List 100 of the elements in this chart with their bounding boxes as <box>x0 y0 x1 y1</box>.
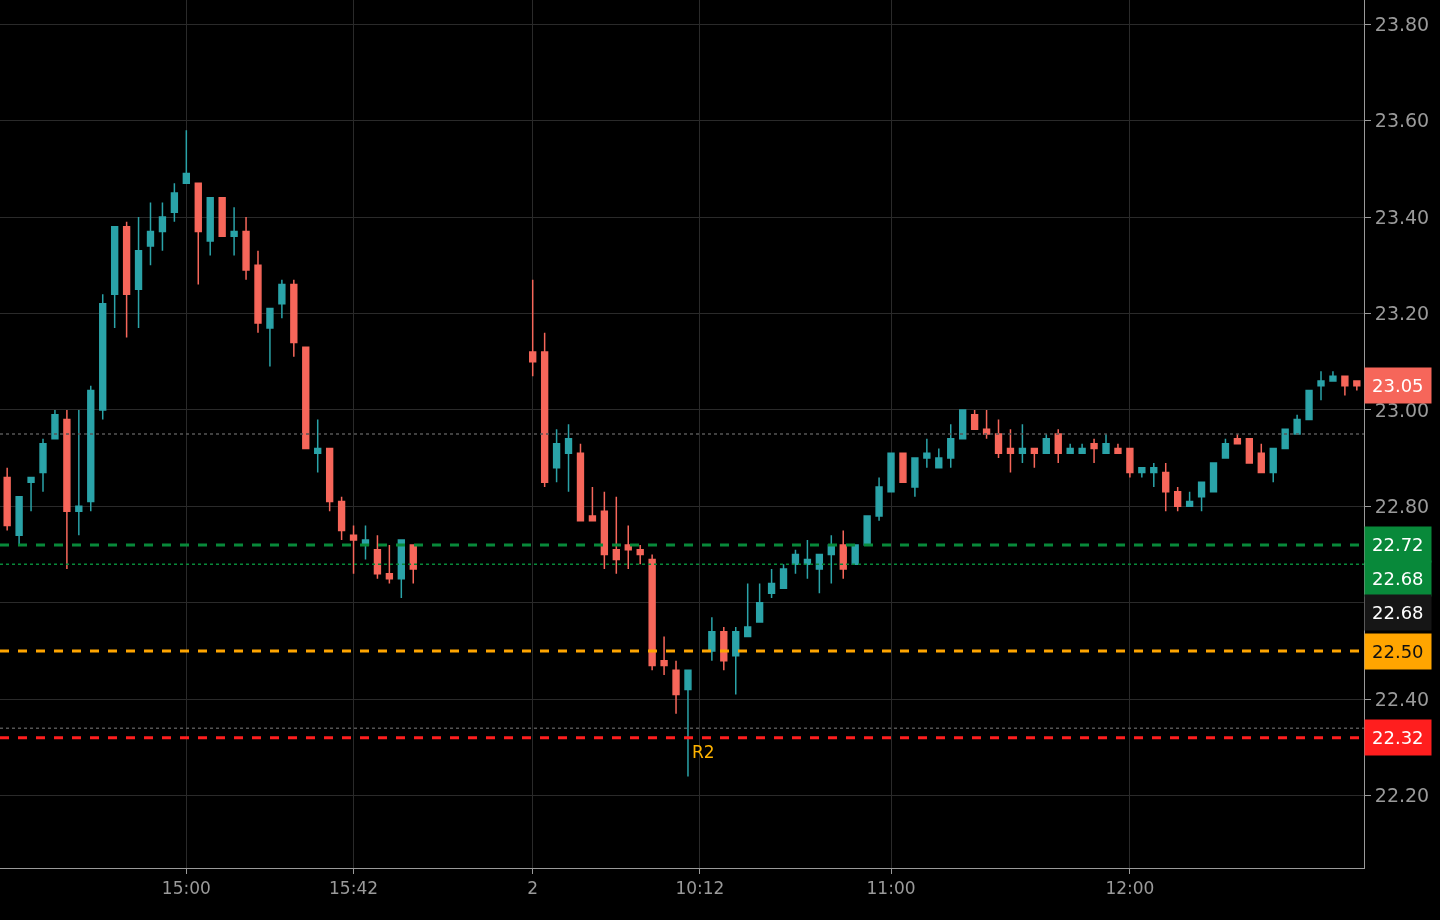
candlestick <box>1209 462 1218 493</box>
candlestick <box>194 182 202 286</box>
candlestick <box>1126 447 1134 479</box>
candlestick <box>648 553 656 672</box>
candlestick <box>134 216 143 329</box>
candlestick <box>612 495 620 575</box>
candlestick <box>242 216 250 281</box>
candlestick <box>87 385 95 512</box>
ref-line-label: 22.50 <box>1372 641 1424 662</box>
candlestick <box>302 346 310 450</box>
y-tick-label: 23.80 <box>1374 12 1430 35</box>
candlestick <box>254 250 262 334</box>
candlestick <box>278 278 286 320</box>
candlestick <box>266 307 274 368</box>
candlestick <box>1257 442 1265 474</box>
candlestick <box>337 495 346 541</box>
candlestick <box>1221 438 1230 459</box>
candlestick <box>970 409 979 430</box>
candlestick <box>122 221 131 339</box>
candlestick <box>994 418 1003 459</box>
candlestick <box>349 524 358 575</box>
candlestick <box>660 635 668 676</box>
candlestick <box>899 452 907 483</box>
candlestick <box>1341 375 1349 397</box>
x-tick-label: 10:12 <box>675 878 725 899</box>
candlestick <box>1078 442 1086 455</box>
candlestick <box>182 129 190 184</box>
y-tick-label: 23.20 <box>1374 302 1430 325</box>
candlestick <box>1293 413 1301 435</box>
candlestick <box>99 293 107 421</box>
x-tick-label: 12:00 <box>1105 878 1155 899</box>
candlestick <box>1269 447 1277 483</box>
ref-line-label: 22.72 <box>1372 534 1424 555</box>
candlestick <box>982 409 991 440</box>
candlestick <box>290 278 298 358</box>
candlestick <box>230 206 238 257</box>
candlestick <box>911 457 919 498</box>
candlestick <box>1006 428 1015 474</box>
ref-line-label: 22.32 <box>1372 727 1424 748</box>
candlestick <box>1090 438 1098 464</box>
candlestick <box>887 452 895 493</box>
text: 22.68 <box>1372 602 1424 623</box>
candlestick <box>1018 423 1027 464</box>
candlestick <box>576 442 585 522</box>
candlestick <box>1054 428 1062 464</box>
candlestick <box>110 225 119 329</box>
ref-line-label: 22.68 <box>1372 568 1424 589</box>
candlestick <box>744 582 752 638</box>
x-tick-label: 11:00 <box>866 878 916 899</box>
text: 23.05 <box>1372 375 1424 396</box>
candlestick <box>923 438 931 469</box>
y-tick-label: 22.20 <box>1374 784 1430 807</box>
candlestick <box>1317 370 1325 401</box>
candlestick <box>779 563 788 590</box>
candlestick <box>540 331 549 488</box>
y-tick-label: 23.40 <box>1374 205 1430 228</box>
candlestick <box>1281 428 1289 450</box>
candlestick <box>1030 447 1039 469</box>
candlestick <box>1305 389 1313 421</box>
y-tick-label: 22.80 <box>1374 494 1430 517</box>
candlestick <box>636 544 644 565</box>
candlestick <box>720 626 728 672</box>
candlestick <box>1138 467 1146 479</box>
candlestick <box>15 495 23 546</box>
x-tick-label: 2 <box>527 878 539 899</box>
candlestick <box>1114 442 1122 455</box>
candlestick <box>206 196 214 257</box>
candlestick <box>959 409 967 440</box>
candlestick <box>708 616 716 662</box>
annotation: R2 <box>692 742 715 762</box>
candlestick <box>672 659 680 715</box>
candlestick <box>1150 462 1158 488</box>
x-tick-label: 15:00 <box>161 878 211 899</box>
y-tick-label: 23.60 <box>1374 109 1430 132</box>
candlestick <box>1245 438 1254 464</box>
candlestick <box>588 486 597 522</box>
candlestick <box>815 553 824 594</box>
candlestick <box>1174 486 1182 512</box>
candlestick <box>1042 433 1050 455</box>
candlestick <box>75 409 83 537</box>
candlestick <box>755 582 764 623</box>
candlestick <box>839 529 847 580</box>
candlestick <box>27 476 35 512</box>
candlestick <box>624 524 632 570</box>
candlestick <box>63 409 71 570</box>
candlestick <box>947 423 955 469</box>
candlestick <box>170 182 179 223</box>
candlestick <box>684 669 692 778</box>
y-tick-label: 22.40 <box>1374 687 1430 710</box>
candlestick <box>863 515 871 546</box>
candlestick <box>218 196 226 238</box>
candlestick <box>529 278 537 377</box>
candlestick <box>600 491 609 570</box>
candlestick <box>314 418 322 474</box>
candlestick <box>767 568 776 599</box>
candlestick <box>1162 462 1170 512</box>
candlestick <box>1185 491 1194 508</box>
candlestick <box>385 544 394 585</box>
candlestick <box>1066 442 1074 455</box>
candlestick <box>325 447 334 512</box>
